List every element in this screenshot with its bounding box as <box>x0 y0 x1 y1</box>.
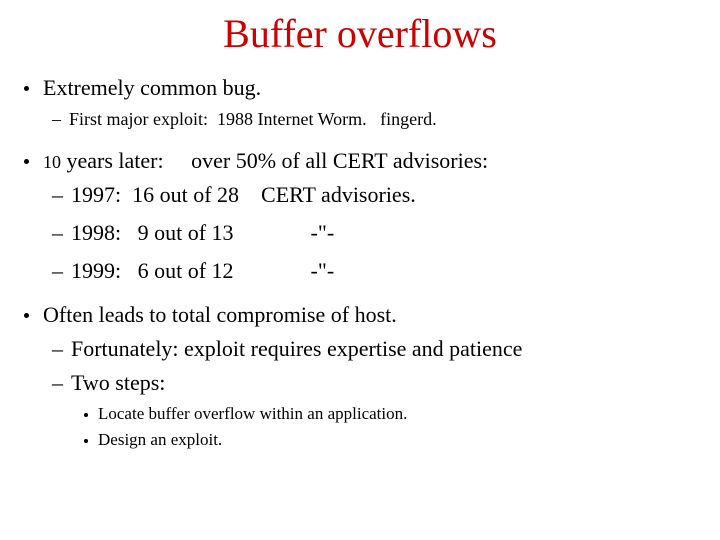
subbullet-text: 1997: 16 out of 28 CERT advisories. <box>71 182 416 208</box>
subbullet-text: 1998: 9 out of 13 -"- <box>71 220 334 246</box>
subsubbullet-text: Locate buffer overflow within an applica… <box>98 404 407 424</box>
bullet-dot-icon <box>24 86 29 91</box>
subbullet-text: First major exploit: 1988 Internet Worm.… <box>69 109 437 130</box>
bullet-ten-years: 10 years later: over 50% of all CERT adv… <box>24 148 696 174</box>
bullet-compromise: Often leads to total compromise of host. <box>24 302 696 328</box>
subbullet-text: Fortunately: exploit requires expertise … <box>71 336 522 362</box>
bullet-text: Extremely common bug. <box>43 75 261 101</box>
bullet-extremely-common: Extremely common bug. <box>24 75 696 101</box>
subsubbullet-design: Design an exploit. <box>84 430 696 450</box>
bullet-text: Often leads to total compromise of host. <box>43 302 397 328</box>
subbullet-first-exploit: – First major exploit: 1988 Internet Wor… <box>52 109 696 130</box>
dash-icon: – <box>52 220 63 246</box>
bullet-dot-icon <box>24 159 29 164</box>
subbullet-1998: – 1998: 9 out of 13 -"- <box>52 220 696 246</box>
dash-icon: – <box>52 182 63 208</box>
bullet-text: 10 years later: over 50% of all CERT adv… <box>43 148 488 174</box>
bullet-dot-icon <box>84 439 88 443</box>
subbullet-1997: – 1997: 16 out of 28 CERT advisories. <box>52 182 696 208</box>
subsubbullet-text: Design an exploit. <box>98 430 222 450</box>
ten-prefix: 10 <box>43 152 61 172</box>
subbullet-two-steps: – Two steps: <box>52 370 696 396</box>
subsubbullet-locate: Locate buffer overflow within an applica… <box>84 404 696 424</box>
subbullet-fortunately: – Fortunately: exploit requires expertis… <box>52 336 696 362</box>
slide: Buffer overflows Extremely common bug. –… <box>0 0 720 450</box>
bullet-dot-icon <box>24 313 29 318</box>
subbullet-1999: – 1999: 6 out of 12 -"- <box>52 258 696 284</box>
subbullet-text: Two steps: <box>71 370 165 396</box>
bullet-dot-icon <box>84 413 88 417</box>
slide-title: Buffer overflows <box>24 10 696 57</box>
dash-icon: – <box>52 336 63 362</box>
subbullet-text: 1999: 6 out of 12 -"- <box>71 258 334 284</box>
dash-icon: – <box>52 258 63 284</box>
ten-rest: years later: over 50% of all CERT adviso… <box>61 148 488 173</box>
dash-icon: – <box>52 109 61 130</box>
dash-icon: – <box>52 370 63 396</box>
